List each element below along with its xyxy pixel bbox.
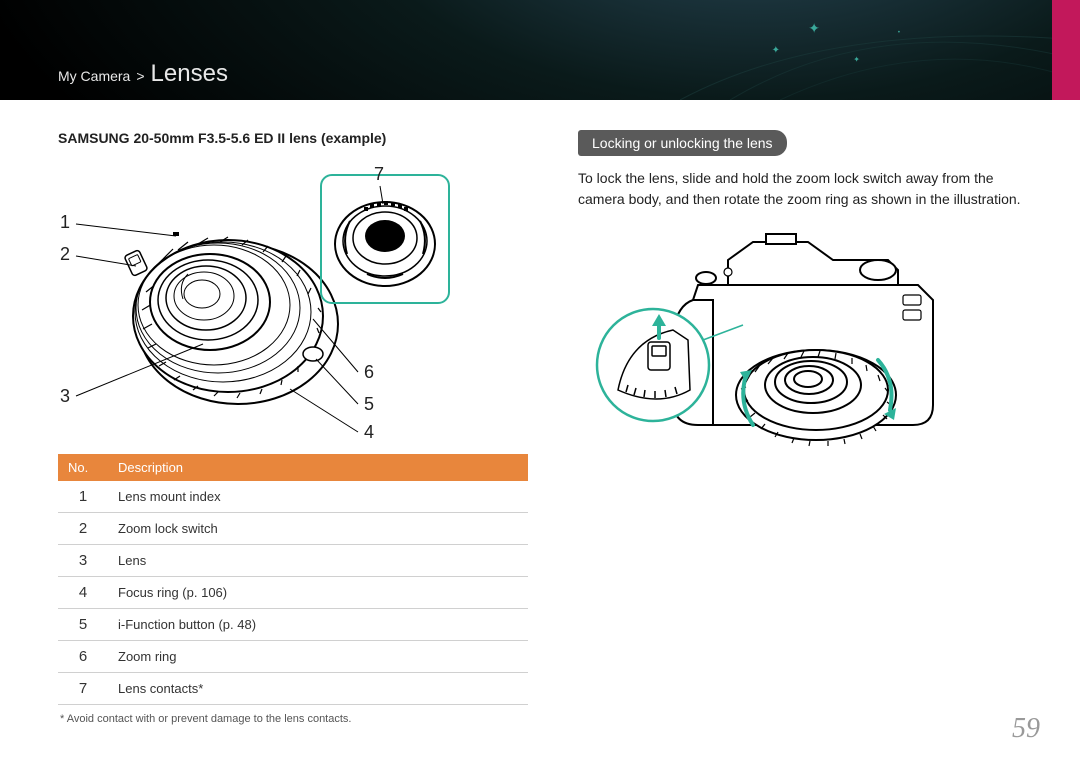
lens-illustration xyxy=(118,204,348,424)
section-heading-pill: Locking or unlocking the lens xyxy=(578,130,787,156)
sparkle-icon: ✦ xyxy=(808,20,820,37)
sparkle-icon: • xyxy=(898,30,900,36)
lens-rear-inset xyxy=(320,174,450,304)
callout-2: 2 xyxy=(60,244,70,265)
header-decoration xyxy=(680,0,1080,100)
table-row: 2Zoom lock switch xyxy=(58,513,528,545)
left-column: SAMSUNG 20-50mm F3.5-5.6 ED II lens (exa… xyxy=(58,130,538,725)
breadcrumb-parent: My Camera xyxy=(58,68,130,84)
table-footnote: * Avoid contact with or prevent damage t… xyxy=(58,713,538,725)
callout-4: 4 xyxy=(364,422,374,443)
table-row: 7Lens contacts* xyxy=(58,673,528,705)
page-tab xyxy=(1052,0,1080,100)
right-column: Locking or unlocking the lens To lock th… xyxy=(578,130,1038,725)
sparkle-icon: ✦ xyxy=(853,55,860,64)
breadcrumb: My Camera > Lenses xyxy=(58,60,228,88)
table-row: 6Zoom ring xyxy=(58,641,528,673)
lens-diagram: 1 2 3 4 5 6 7 xyxy=(58,164,458,444)
parts-table-body: 1Lens mount index 2Zoom lock switch 3Len… xyxy=(58,481,528,705)
table-row: 3Lens xyxy=(58,545,528,577)
breadcrumb-sep: > xyxy=(136,68,144,84)
page-header: ✦ ✦ ✦ • My Camera > Lenses xyxy=(0,0,1080,100)
th-no: No. xyxy=(58,454,108,481)
camera-illustration xyxy=(578,230,998,490)
callout-6: 6 xyxy=(364,362,374,383)
sparkle-icon: ✦ xyxy=(772,45,780,56)
callout-5: 5 xyxy=(364,394,374,415)
breadcrumb-section: Lenses xyxy=(151,60,228,88)
lens-rear-illustration xyxy=(322,176,448,302)
page-number: 59 xyxy=(1012,713,1040,745)
callout-7: 7 xyxy=(374,164,384,185)
table-row: 4Focus ring (p. 106) xyxy=(58,577,528,609)
section-body-text: To lock the lens, slide and hold the zoo… xyxy=(578,168,1038,210)
callout-1: 1 xyxy=(60,212,70,233)
callout-3: 3 xyxy=(60,386,70,407)
th-desc: Description xyxy=(108,454,528,481)
table-row: 5i-Function button (p. 48) xyxy=(58,609,528,641)
table-row: 1Lens mount index xyxy=(58,481,528,513)
lens-example-title: SAMSUNG 20-50mm F3.5-5.6 ED II lens (exa… xyxy=(58,130,538,146)
camera-diagram xyxy=(578,230,998,490)
page-content: SAMSUNG 20-50mm F3.5-5.6 ED II lens (exa… xyxy=(0,100,1080,725)
parts-table: No. Description 1Lens mount index 2Zoom … xyxy=(58,454,528,705)
